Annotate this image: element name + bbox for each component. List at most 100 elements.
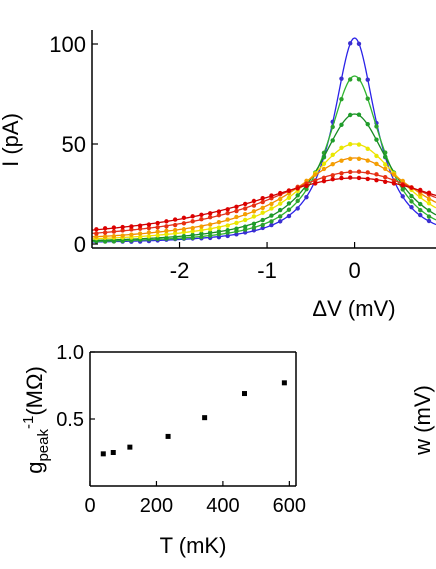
top-data-point <box>242 224 248 229</box>
top-data-point <box>234 220 239 226</box>
top-data-point <box>356 142 362 147</box>
top-data-point <box>400 178 405 184</box>
top-data-point <box>94 234 99 239</box>
top-data-point <box>348 169 353 175</box>
top-data-point <box>207 233 213 238</box>
top-data-point <box>172 227 178 233</box>
top-data-point <box>190 219 195 224</box>
top-data-point <box>102 226 108 231</box>
top-data-point <box>234 214 239 220</box>
top-data-point <box>120 233 125 238</box>
top-data-point <box>321 166 327 172</box>
top-data-point <box>120 228 125 233</box>
top-data-point <box>129 224 134 229</box>
top-data-point <box>321 175 327 181</box>
top-y-tick-label: 0 <box>74 232 86 257</box>
top-data-point <box>216 212 222 218</box>
top-data-point <box>216 225 222 230</box>
top-x-tick-label: -2 <box>170 258 190 283</box>
bl-y-axis-label: gpeak-1(MΩ) <box>20 366 52 474</box>
top-data-point <box>251 214 257 219</box>
top-data-point <box>356 169 362 174</box>
top-data-point <box>164 228 169 233</box>
bl-points <box>100 380 287 457</box>
top-data-point <box>374 153 379 159</box>
top-data-point <box>356 175 362 181</box>
top-data-point <box>225 233 230 239</box>
top-data-point <box>251 225 257 230</box>
top-data-point <box>356 156 362 161</box>
top-data-point <box>348 112 353 118</box>
top-plot-area <box>92 37 436 244</box>
top-data-point <box>365 176 370 182</box>
top-x-axis-label: ΔV (mV) <box>312 296 395 321</box>
top-data-point <box>365 121 370 127</box>
top-data-point <box>137 231 143 236</box>
top-data-point <box>313 172 318 177</box>
top-data-point <box>374 124 379 129</box>
top-data-point <box>225 207 230 212</box>
bl-y-label-main: g <box>22 462 47 474</box>
top-data-point <box>365 77 370 82</box>
bl-x-tick-label: 0 <box>84 495 95 517</box>
top-data-point <box>365 96 370 101</box>
top-data-point <box>164 224 169 229</box>
top-data-point <box>304 186 309 192</box>
top-y-tick-label: 100 <box>49 32 86 57</box>
top-data-point <box>330 161 335 167</box>
top-data-point <box>251 203 257 208</box>
top-data-point <box>225 223 230 228</box>
top-data-point <box>111 225 117 230</box>
top-data-point <box>190 225 195 231</box>
bl-x-tick-label: 600 <box>273 495 306 517</box>
top-data-point <box>321 161 327 166</box>
top-data-point <box>286 188 292 193</box>
top-data-point <box>339 175 344 181</box>
top-data-point <box>365 158 370 163</box>
top-data-point <box>426 218 432 224</box>
top-data-point <box>181 233 187 239</box>
top-data-point <box>190 214 195 219</box>
top-data-point <box>418 187 423 193</box>
top-x-tick-label: -1 <box>257 258 277 283</box>
top-data-point <box>269 219 274 224</box>
top-data-point <box>383 162 388 167</box>
top-data-point <box>111 229 117 234</box>
top-data-point <box>418 207 423 213</box>
bl-data-point <box>100 451 106 457</box>
top-data-point <box>269 193 274 198</box>
top-data-point <box>102 234 108 239</box>
top-data-point <box>400 183 405 188</box>
top-data-point <box>225 228 230 233</box>
top-data-point <box>286 201 292 206</box>
top-data-point <box>260 210 265 215</box>
top-data-point <box>207 222 213 227</box>
top-data-point <box>207 211 213 216</box>
top-data-point <box>164 232 169 237</box>
bl-y-ticks: 0.5 1.0 <box>56 342 95 431</box>
bl-y-label-sup: -1 <box>20 416 37 429</box>
top-data-point <box>365 146 370 152</box>
top-data-point <box>234 204 239 209</box>
top-data-point <box>172 234 178 240</box>
top-data-point <box>146 234 152 239</box>
top-data-point <box>286 213 292 219</box>
bl-x-axis-label: T (mK) <box>160 533 227 558</box>
top-data-point <box>304 194 309 200</box>
top-data-point <box>164 235 169 241</box>
top-x-tick-label: 0 <box>348 258 360 283</box>
top-data-point <box>409 193 414 199</box>
top-data-point <box>146 225 152 231</box>
top-data-point <box>330 177 335 182</box>
top-data-point <box>190 232 195 238</box>
top-data-point <box>172 217 178 222</box>
bl-y-tick-label: 1.0 <box>56 342 84 364</box>
top-data-point <box>199 228 204 233</box>
top-data-point <box>216 219 222 225</box>
bl-data-point <box>110 450 116 455</box>
top-data-point <box>426 196 432 202</box>
top-data-point <box>155 220 160 226</box>
top-data-point <box>225 211 230 216</box>
top-data-point <box>234 226 239 231</box>
bl-data-point <box>242 391 247 397</box>
